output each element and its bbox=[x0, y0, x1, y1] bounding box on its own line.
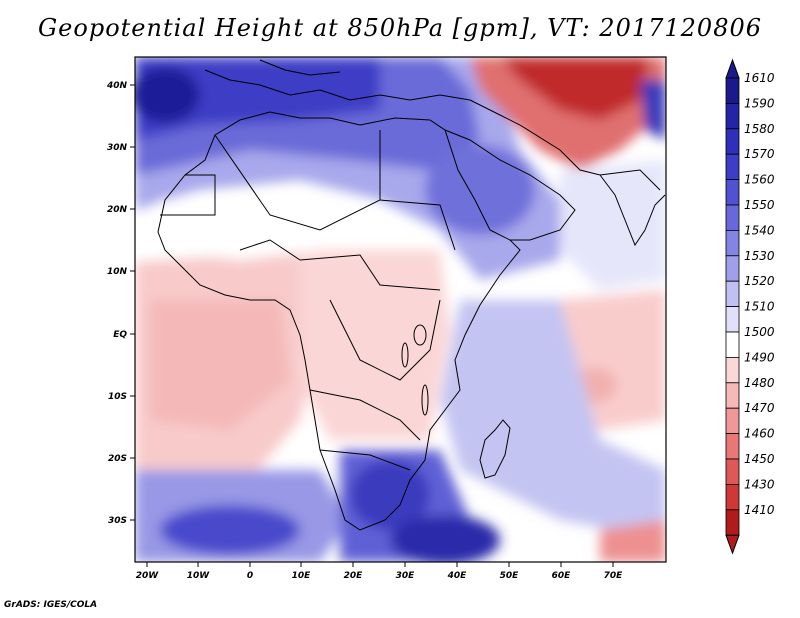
colorbar-label: 1550 bbox=[744, 198, 775, 212]
colorbar-swatch bbox=[725, 280, 740, 308]
map-title: Geopotential Height at 850hPa [gpm], VT:… bbox=[38, 14, 762, 42]
lon-label: 20W bbox=[136, 571, 160, 581]
lon-label: 30E bbox=[396, 571, 416, 581]
colorbar-swatch bbox=[725, 204, 740, 231]
colorbar-swatch bbox=[725, 77, 740, 104]
lat-label: EQ bbox=[113, 330, 127, 340]
map-frame bbox=[134, 56, 667, 563]
coastlines bbox=[157, 59, 666, 531]
colorbar-swatch bbox=[725, 179, 740, 206]
colorbar-label: 1540 bbox=[744, 223, 775, 237]
colorbar-label: 1480 bbox=[744, 376, 775, 390]
colorbar-swatch bbox=[725, 483, 740, 511]
colorbar-label: 1510 bbox=[744, 300, 775, 314]
colorbar-label: 1610 bbox=[744, 71, 775, 85]
colorbar-label: 1460 bbox=[744, 427, 775, 441]
colorbar-label: 1560 bbox=[744, 173, 775, 187]
lat-label: 20N bbox=[107, 205, 128, 215]
colorbar-swatch bbox=[725, 382, 740, 409]
colorbar-label: 1450 bbox=[744, 452, 775, 466]
colorbar-swatch bbox=[725, 103, 740, 130]
colorbar-swatch bbox=[725, 331, 740, 358]
height-field bbox=[135, 57, 666, 562]
colorbar-high-arrow bbox=[725, 58, 740, 79]
lon-label: 0 bbox=[247, 571, 253, 581]
colorbar-swatch bbox=[725, 509, 740, 536]
colorbar-label: 1410 bbox=[744, 503, 775, 517]
colorbar: 1610 1590 1580 1570 1560 1550 1540 1530 1520 1510… bbox=[725, 58, 775, 555]
grads-credit: GrADS: IGES/COLA bbox=[4, 600, 98, 610]
lon-label: 40E bbox=[447, 571, 468, 581]
lon-label: 10E bbox=[292, 571, 312, 581]
lat-label: 10N bbox=[107, 267, 128, 277]
colorbar-swatch bbox=[725, 153, 740, 180]
colorbar-label: 1470 bbox=[744, 401, 775, 415]
colorbar-label: 1490 bbox=[744, 350, 775, 364]
colorbar-swatch bbox=[725, 407, 740, 435]
colorbar-swatch bbox=[725, 433, 740, 460]
longitude-axis: 20W 10W 0 10E 20E 30E 40E 50E 60E 70E bbox=[136, 562, 623, 581]
colorbar-label: 1520 bbox=[744, 274, 775, 288]
lon-label: 50E bbox=[500, 571, 520, 581]
lat-label: 30S bbox=[108, 516, 127, 526]
latitude-axis: 40N 30N 20N 10N EQ 10S 20S 30S bbox=[106, 81, 135, 526]
colorbar-label: 1430 bbox=[744, 477, 775, 491]
colorbar-label: 1530 bbox=[744, 249, 775, 263]
lon-label: 20E bbox=[344, 571, 364, 581]
colorbar-swatch bbox=[725, 356, 740, 384]
colorbar-swatch bbox=[725, 229, 740, 257]
colorbar-swatch bbox=[725, 306, 740, 333]
lon-label: 60E bbox=[552, 571, 572, 581]
lon-label: 70E bbox=[604, 571, 624, 581]
lon-label: 10W bbox=[187, 571, 211, 581]
colorbar-label: 1580 bbox=[744, 122, 775, 136]
colorbar-label: 1590 bbox=[744, 96, 775, 110]
colorbar-low-arrow bbox=[725, 534, 740, 555]
lat-label: 30N bbox=[107, 143, 128, 153]
lat-label: 20S bbox=[108, 454, 127, 464]
colorbar-swatch bbox=[725, 255, 740, 282]
lat-label: 10S bbox=[108, 392, 127, 402]
colorbar-swatch bbox=[725, 128, 740, 155]
colorbar-swatch bbox=[725, 458, 740, 485]
colorbar-label: 1500 bbox=[744, 325, 775, 339]
lat-label: 40N bbox=[106, 81, 128, 91]
colorbar-label: 1570 bbox=[744, 147, 775, 161]
